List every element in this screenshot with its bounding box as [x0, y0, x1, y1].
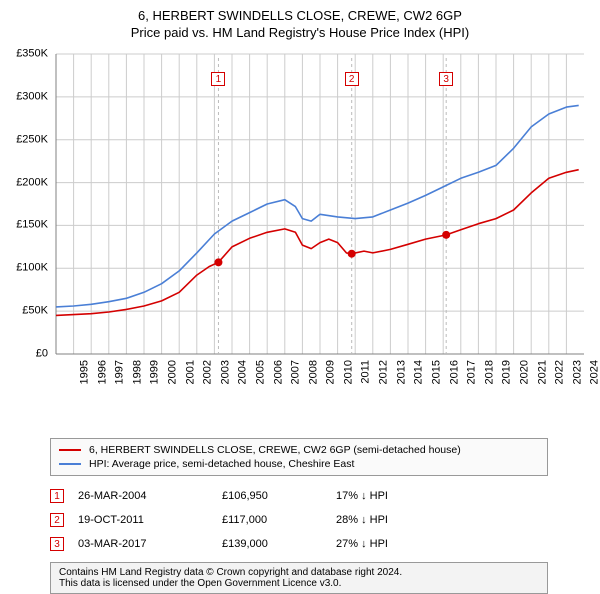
- legend-swatch: [59, 449, 81, 451]
- y-axis-tick-label: £250K: [8, 134, 48, 145]
- x-axis-tick-label: 2021: [536, 360, 548, 384]
- page-title-line1: 6, HERBERT SWINDELLS CLOSE, CREWE, CW2 6…: [8, 8, 592, 23]
- legend-label: HPI: Average price, semi-detached house,…: [89, 458, 354, 470]
- sale-marker-flag: 1: [211, 72, 225, 86]
- sale-row-marker: 3: [50, 537, 64, 551]
- sale-vs-hpi: 28% ↓ HPI: [336, 514, 456, 526]
- x-axis-tick-label: 1999: [149, 360, 161, 384]
- legend-row: HPI: Average price, semi-detached house,…: [59, 457, 539, 471]
- y-axis-tick-label: £100K: [8, 263, 48, 274]
- x-axis-tick-label: 2003: [219, 360, 231, 384]
- attribution-footer: Contains HM Land Registry data © Crown c…: [50, 562, 548, 594]
- y-axis-tick-label: £0: [8, 349, 48, 360]
- legend-label: 6, HERBERT SWINDELLS CLOSE, CREWE, CW2 6…: [89, 444, 461, 456]
- price-chart: £0 £50K £100K £150K £200K £250K £300K £350K 1995…: [8, 46, 592, 396]
- x-axis-tick-label: 2015: [430, 360, 442, 384]
- x-axis-tick-label: 2012: [378, 360, 390, 384]
- x-axis-tick-label: 2009: [325, 360, 337, 384]
- legend-swatch: [59, 463, 81, 465]
- sales-table: 1 26-MAR-2004 £106,950 17% ↓ HPI 2 19-OCT-201…: [50, 484, 548, 556]
- x-axis-tick-label: 2011: [359, 360, 371, 384]
- x-axis-tick-label: 2016: [448, 360, 460, 384]
- footer-line1: Contains HM Land Registry data © Crown c…: [59, 567, 539, 578]
- sale-marker-flag: 2: [345, 72, 359, 86]
- y-axis-tick-label: £150K: [8, 220, 48, 231]
- x-axis-tick-label: 2005: [254, 360, 266, 384]
- x-axis-tick-label: 2004: [237, 360, 249, 384]
- sale-row: 2 19-OCT-2011 £117,000 28% ↓ HPI: [50, 508, 548, 532]
- x-axis-tick-label: 2000: [166, 360, 178, 384]
- sale-vs-hpi: 27% ↓ HPI: [336, 538, 456, 550]
- x-axis-tick-label: 2001: [184, 360, 196, 384]
- sale-vs-hpi: 17% ↓ HPI: [336, 490, 456, 502]
- sale-price: £139,000: [222, 538, 322, 550]
- footer-line2: This data is licensed under the Open Gov…: [59, 578, 539, 589]
- x-axis-tick-label: 2020: [518, 360, 530, 384]
- chart-legend: 6, HERBERT SWINDELLS CLOSE, CREWE, CW2 6…: [50, 438, 548, 476]
- x-axis-tick-label: 1998: [131, 360, 143, 384]
- x-axis-tick-label: 1996: [96, 360, 108, 384]
- sale-row: 1 26-MAR-2004 £106,950 17% ↓ HPI: [50, 484, 548, 508]
- y-axis-tick-label: £200K: [8, 177, 48, 188]
- page-title-line2: Price paid vs. HM Land Registry's House …: [8, 25, 592, 40]
- x-axis-tick-label: 1995: [78, 360, 90, 384]
- x-axis-tick-label: 2010: [342, 360, 354, 384]
- x-axis-tick-label: 2014: [413, 360, 425, 384]
- x-axis-tick-label: 2023: [571, 360, 583, 384]
- x-axis-tick-label: 2019: [501, 360, 513, 384]
- x-axis-tick-label: 2007: [290, 360, 302, 384]
- y-axis-tick-label: £300K: [8, 91, 48, 102]
- sale-price: £106,950: [222, 490, 322, 502]
- x-axis-tick-label: 2024: [589, 360, 600, 384]
- legend-row: 6, HERBERT SWINDELLS CLOSE, CREWE, CW2 6…: [59, 443, 539, 457]
- x-axis-tick-label: 2018: [483, 360, 495, 384]
- x-axis-tick-label: 2006: [272, 360, 284, 384]
- sale-date: 26-MAR-2004: [78, 490, 208, 502]
- sale-row-marker: 2: [50, 513, 64, 527]
- x-axis-tick-label: 1997: [114, 360, 126, 384]
- sale-row: 3 03-MAR-2017 £139,000 27% ↓ HPI: [50, 532, 548, 556]
- y-axis-tick-label: £350K: [8, 49, 48, 60]
- sale-date: 03-MAR-2017: [78, 538, 208, 550]
- sale-row-marker: 1: [50, 489, 64, 503]
- y-axis-tick-label: £50K: [8, 306, 48, 317]
- chart-canvas: [8, 46, 592, 396]
- x-axis-tick-label: 2013: [395, 360, 407, 384]
- sale-date: 19-OCT-2011: [78, 514, 208, 526]
- x-axis-tick-label: 2002: [202, 360, 214, 384]
- sale-marker-flag: 3: [439, 72, 453, 86]
- x-axis-tick-label: 2008: [307, 360, 319, 384]
- x-axis-tick-label: 2022: [554, 360, 566, 384]
- x-axis-tick-label: 2017: [466, 360, 478, 384]
- sale-price: £117,000: [222, 514, 322, 526]
